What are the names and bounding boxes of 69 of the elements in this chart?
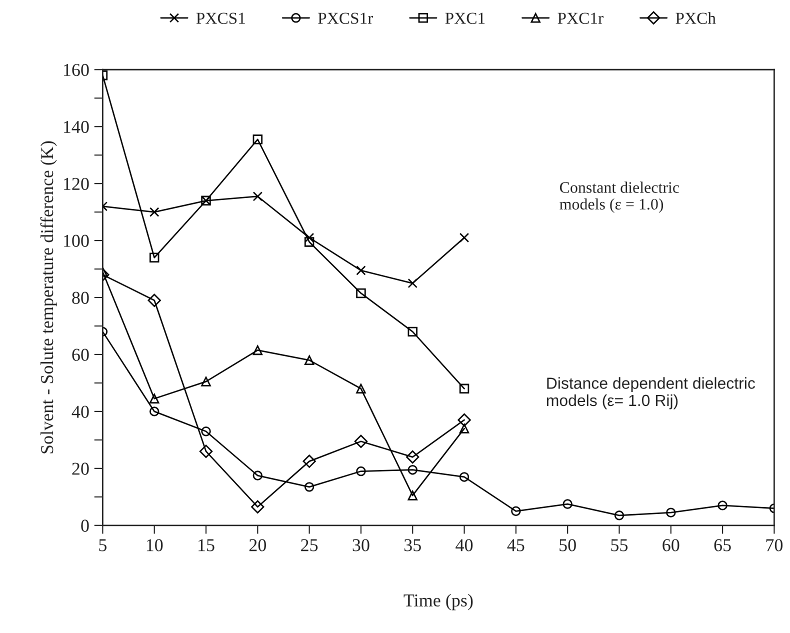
legend-label: PXCS1r [318,12,374,24]
x-tick-label: 25 [301,539,318,552]
y-tick-label: 140 [64,120,89,134]
legend-label: PXCh [676,12,716,24]
point [149,207,160,217]
point [459,384,470,394]
x-tick-label: 45 [507,539,524,552]
point [718,500,728,510]
point [408,464,418,475]
point [302,454,316,468]
x-tick-label: 15 [198,539,214,552]
point [408,490,418,500]
point [356,466,366,476]
point [304,355,314,366]
x-tick-label: 65 [714,539,731,552]
x-tick-label: 40 [456,539,473,552]
x-tick-label: 10 [146,539,163,552]
y-tick-label: 100 [64,234,89,247]
point [201,426,211,436]
point [562,499,572,509]
point [252,470,263,480]
x-tick-label: 35 [404,539,421,552]
point [356,266,366,276]
point [356,288,366,298]
x-tick-label: 50 [560,539,576,552]
x-tick-label: 30 [352,539,370,552]
y-tick-label: 20 [72,462,89,475]
point [149,252,160,262]
point [459,472,470,482]
y-tick-label: 40 [72,406,89,418]
x-tick-label: 60 [662,539,680,552]
point [252,345,263,356]
point [251,500,264,514]
y-tick-label: 120 [64,178,89,190]
x-axis-title: Time (ps) [404,594,473,610]
point [459,424,470,434]
x-tick-label: 55 [611,539,628,552]
point [356,384,366,394]
point [511,506,521,516]
point [408,326,418,337]
point [458,413,471,427]
point [459,232,470,243]
y-axis-title: Solvent - Solute temperature difference (K) [40,141,57,454]
legend-label: PXC1 [445,12,485,24]
point [304,482,314,492]
point [252,134,263,144]
point [614,510,624,520]
x-tick-label: 5 [99,539,107,552]
y-tick-label: 60 [72,348,89,361]
point [408,278,418,288]
legend-label: PXCS1 [196,12,245,24]
y-tick-label: 0 [81,520,89,532]
point [149,406,160,416]
annotation: Constant dielectric models (ε = 1.0) [560,182,680,213]
point [252,192,263,202]
point [304,237,314,247]
annotation: Distance dependent dielectric models (ε= 1.0 Rij) [546,377,756,410]
point [354,434,368,448]
legend-label: PXC1r [558,12,604,24]
point [406,450,420,464]
y-tick-label: 80 [72,292,89,304]
point [201,376,211,386]
x-tick-label: 70 [766,539,783,552]
point [666,508,676,518]
x-tick-label: 20 [249,539,266,552]
point [148,294,161,307]
y-tick-label: 160 [64,64,89,76]
point [199,444,213,458]
point [149,394,160,404]
